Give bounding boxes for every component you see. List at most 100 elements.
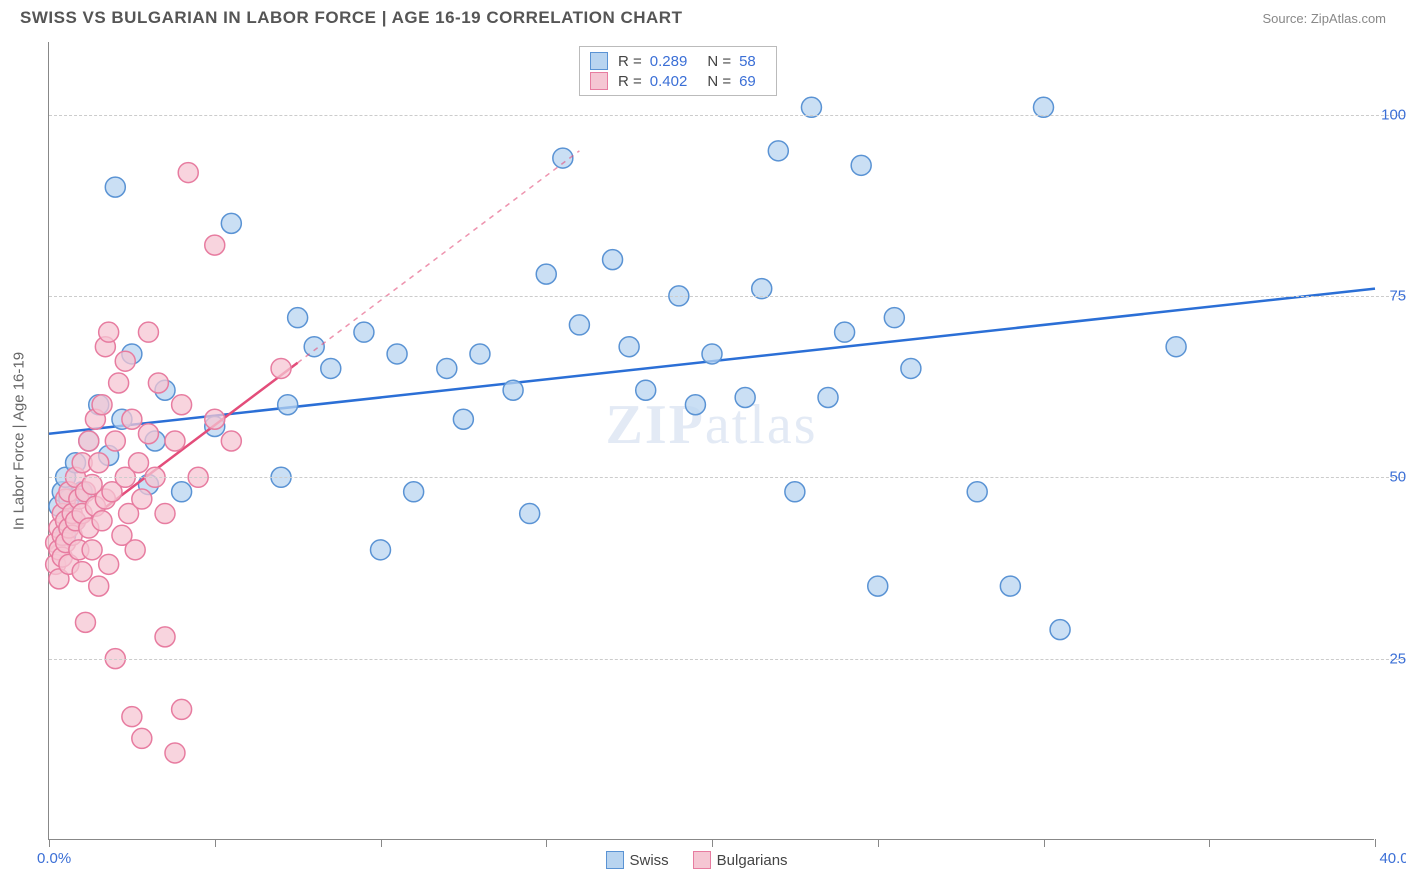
x-tick <box>1375 839 1376 847</box>
x-tick <box>546 839 547 847</box>
data-point <box>354 322 374 342</box>
x-tick <box>49 839 50 847</box>
data-point <box>125 540 145 560</box>
legend-swatch <box>590 72 608 90</box>
data-point <box>138 322 158 342</box>
x-tick <box>712 839 713 847</box>
data-point <box>105 177 125 197</box>
x-axis-min-label: 0.0% <box>37 850 71 867</box>
data-point <box>735 387 755 407</box>
data-point <box>129 453 149 473</box>
x-tick <box>215 839 216 847</box>
data-point <box>304 337 324 357</box>
legend-item: Swiss <box>606 851 669 869</box>
legend-stats: R = 0.289 N = 58 R = 0.402 N = 69 <box>579 46 777 96</box>
y-axis-title: In Labor Force | Age 16-19 <box>11 351 28 529</box>
data-point <box>205 235 225 255</box>
data-point <box>901 358 921 378</box>
n-label: N = <box>707 73 731 90</box>
data-point <box>221 431 241 451</box>
gridline <box>49 659 1404 660</box>
data-point <box>818 387 838 407</box>
data-point <box>884 308 904 328</box>
scatter-plot <box>49 42 1374 839</box>
data-point <box>503 380 523 400</box>
data-point <box>155 504 175 524</box>
data-point <box>835 322 855 342</box>
data-point <box>92 511 112 531</box>
data-point <box>148 373 168 393</box>
data-point <box>172 699 192 719</box>
n-label: N = <box>707 53 731 70</box>
x-tick <box>878 839 879 847</box>
legend-label: Bulgarians <box>717 852 788 869</box>
data-point <box>115 351 135 371</box>
legend-stat-row: R = 0.289 N = 58 <box>590 51 766 71</box>
data-point <box>105 431 125 451</box>
data-point <box>619 337 639 357</box>
data-point <box>172 482 192 502</box>
data-point <box>569 315 589 335</box>
data-point <box>178 163 198 183</box>
data-point <box>768 141 788 161</box>
data-point <box>99 554 119 574</box>
x-tick <box>381 839 382 847</box>
data-point <box>82 540 102 560</box>
data-point <box>702 344 722 364</box>
data-point <box>109 373 129 393</box>
r-value: 0.289 <box>650 53 688 70</box>
x-tick <box>1044 839 1045 847</box>
data-point <box>271 358 291 378</box>
data-point <box>1000 576 1020 596</box>
data-point <box>685 395 705 415</box>
data-point <box>99 322 119 342</box>
data-point <box>89 453 109 473</box>
r-label: R = <box>618 73 642 90</box>
chart-area: In Labor Force | Age 16-19 ZIPatlas R =0… <box>48 42 1374 840</box>
data-point <box>138 424 158 444</box>
data-point <box>851 155 871 175</box>
y-tick-label: 50.0% <box>1389 469 1406 486</box>
n-value: 69 <box>739 73 756 90</box>
data-point <box>132 489 152 509</box>
x-axis-max-label: 40.0% <box>1379 850 1406 867</box>
data-point <box>72 562 92 582</box>
data-point <box>92 395 112 415</box>
gridline <box>49 477 1404 478</box>
r-value: 0.402 <box>650 73 688 90</box>
legend-swatch <box>693 851 711 869</box>
legend-label: Swiss <box>630 852 669 869</box>
data-point <box>89 576 109 596</box>
r-label: R = <box>618 53 642 70</box>
data-point <box>165 431 185 451</box>
data-point <box>371 540 391 560</box>
data-point <box>785 482 805 502</box>
data-point <box>636 380 656 400</box>
data-point <box>278 395 298 415</box>
legend-item: Bulgarians <box>693 851 788 869</box>
data-point <box>79 431 99 451</box>
data-point <box>387 344 407 364</box>
data-point <box>132 728 152 748</box>
legend-swatch <box>606 851 624 869</box>
data-point <box>536 264 556 284</box>
data-point <box>321 358 341 378</box>
x-tick <box>1209 839 1210 847</box>
source-label: Source: ZipAtlas.com <box>1262 11 1386 26</box>
data-point <box>165 743 185 763</box>
legend-stat-row: R = 0.402 N = 69 <box>590 71 766 91</box>
data-point <box>221 213 241 233</box>
legend-series: Swiss Bulgarians <box>606 851 788 869</box>
n-value: 58 <box>739 53 756 70</box>
data-point <box>75 612 95 632</box>
data-point <box>1050 620 1070 640</box>
data-point <box>122 409 142 429</box>
data-point <box>603 250 623 270</box>
data-point <box>1166 337 1186 357</box>
data-point <box>437 358 457 378</box>
chart-title: SWISS VS BULGARIAN IN LABOR FORCE | AGE … <box>20 8 682 28</box>
data-point <box>470 344 490 364</box>
y-tick-label: 75.0% <box>1389 287 1406 304</box>
data-point <box>453 409 473 429</box>
y-tick-label: 25.0% <box>1389 650 1406 667</box>
